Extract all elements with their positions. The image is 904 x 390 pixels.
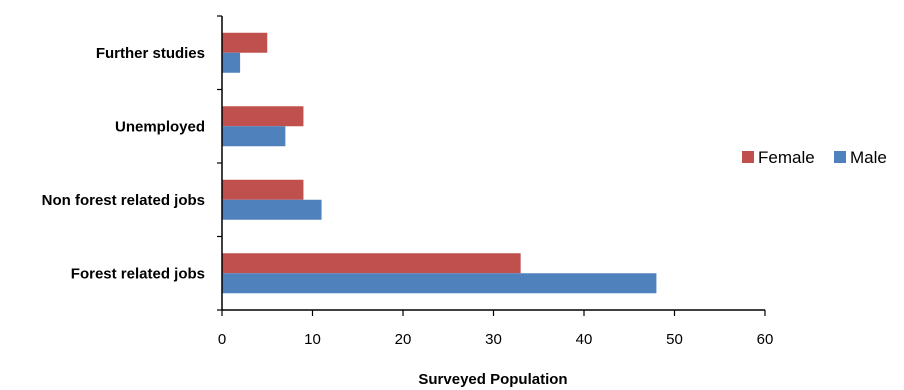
x-axis-ticks (221, 310, 766, 316)
legend-swatch-female (742, 151, 754, 163)
legend: Female Male (742, 148, 887, 167)
x-axis-title: Surveyed Population (418, 371, 567, 388)
x-tick-label: 20 (395, 331, 412, 348)
x-tick-label: 10 (304, 331, 321, 348)
bar-female-1 (222, 179, 304, 200)
bar-male-3 (222, 52, 241, 73)
category-label: Further studies (96, 45, 205, 62)
category-labels: Forest related jobs Non forest related jo… (42, 45, 205, 283)
legend-label-male: Male (850, 148, 887, 167)
legend-label-female: Female (758, 148, 815, 167)
bar-female-2 (222, 106, 304, 127)
x-tick-label: 40 (576, 331, 593, 348)
bar-male-0 (222, 273, 657, 294)
x-tick-label: 30 (485, 331, 502, 348)
category-label: Unemployed (115, 118, 205, 135)
bar-male-1 (222, 199, 322, 220)
bar-female-3 (222, 32, 268, 53)
category-label: Forest related jobs (71, 265, 205, 282)
bar-female-0 (222, 253, 521, 274)
category-label: Non forest related jobs (42, 192, 205, 209)
bar-male-2 (222, 126, 286, 147)
x-tick-labels: 0 10 20 30 40 50 60 (218, 331, 774, 348)
bars-group (222, 32, 657, 294)
legend-swatch-male (834, 151, 846, 163)
x-tick-label: 50 (666, 331, 683, 348)
x-tick-label: 60 (757, 331, 774, 348)
x-tick-label: 0 (218, 331, 226, 348)
y-axis-ticks (217, 15, 222, 311)
